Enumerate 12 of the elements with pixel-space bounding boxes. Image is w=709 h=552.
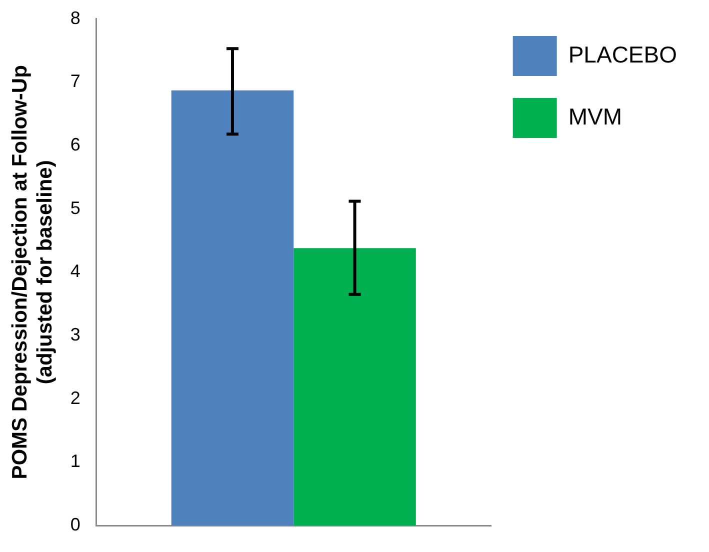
y-tick-label: 8 — [70, 8, 80, 28]
y-tick-label: 3 — [70, 324, 80, 345]
y-tick-label: 5 — [70, 198, 80, 218]
y-axis-title: POMS Depression/Dejection at Follow-Up (adjusted for baseline) — [8, 65, 57, 480]
y-tick-label: 6 — [70, 134, 80, 154]
legend-label: MVM — [568, 103, 622, 130]
y-tick-label: 4 — [70, 261, 80, 282]
y-tick-label: 2 — [70, 388, 80, 408]
y-tick-label: 0 — [70, 514, 80, 535]
y-tick-label: 1 — [70, 451, 80, 472]
y-tick-label: 7 — [70, 71, 80, 92]
legend-label: PLACEBO — [568, 41, 677, 68]
